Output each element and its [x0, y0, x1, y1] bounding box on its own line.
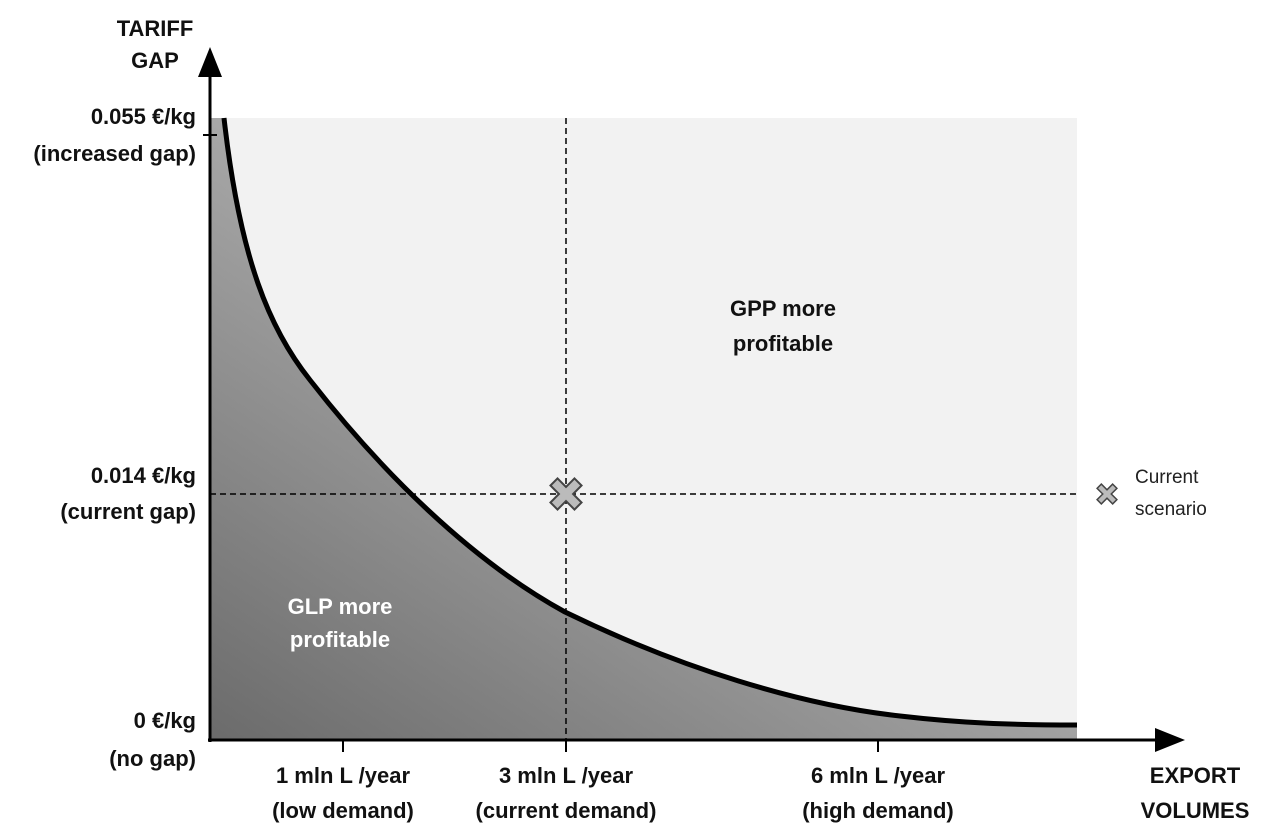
indifference-curve: [221, 117, 1078, 728]
y-axis-title: TARIFF: [117, 16, 194, 41]
y-tick-label: (current gap): [60, 499, 196, 524]
y-axis-title: GAP: [131, 48, 179, 73]
y-tick-label: (increased gap): [33, 141, 196, 166]
region-label: profitable: [733, 331, 833, 356]
x-tick-label: (high demand): [802, 798, 954, 823]
y-tick-label: (no gap): [109, 746, 196, 771]
legend-label: scenario: [1135, 499, 1207, 520]
y-tick-label: 0 €/kg: [134, 708, 196, 733]
x-tick-label: (current demand): [476, 798, 657, 823]
x-tick-label: 1 mln L /year: [276, 763, 411, 788]
y-tick-label: 0.014 €/kg: [91, 463, 196, 488]
region-label: profitable: [290, 627, 390, 652]
region-label: GPP more: [730, 296, 836, 321]
x-axis-title: VOLUMES: [1141, 798, 1250, 823]
x-tick-label: 6 mln L /year: [811, 763, 946, 788]
legend-label: Current: [1135, 467, 1199, 488]
y-tick-label: 0.055 €/kg: [91, 104, 196, 129]
x-tick-label: 3 mln L /year: [499, 763, 634, 788]
x-axis-title: EXPORT: [1150, 763, 1241, 788]
legend-marker: [1096, 483, 1118, 505]
current-marker: [549, 477, 583, 511]
glp-area: [210, 118, 1077, 740]
region-label: GLP more: [288, 594, 393, 619]
x-tick-label: (low demand): [272, 798, 414, 823]
